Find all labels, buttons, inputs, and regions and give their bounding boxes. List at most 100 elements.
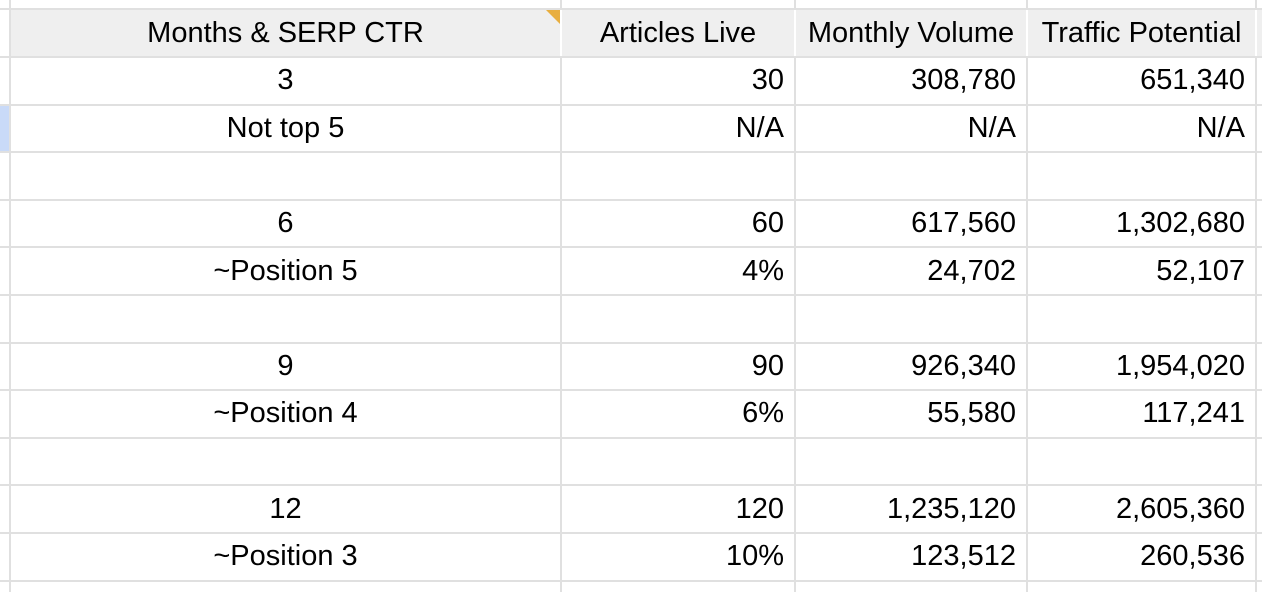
right-sliver-cell — [1257, 0, 1262, 8]
table-cell[interactable] — [11, 439, 560, 485]
vertical-gridline — [794, 533, 796, 580]
table-cell[interactable]: ~Position 5 — [213, 254, 358, 287]
table-cell[interactable]: 6 — [277, 207, 294, 240]
table-cell[interactable]: ~Position 4 — [213, 397, 358, 430]
vertical-gridline — [9, 200, 11, 247]
table-cell[interactable]: 1,302,680 — [1115, 207, 1245, 240]
table-cell[interactable]: 52,107 — [1156, 254, 1245, 287]
header-cell-divider — [794, 10, 796, 56]
vertical-gridline — [1026, 533, 1028, 580]
table-cell[interactable]: 617,560 — [911, 207, 1016, 240]
table-cell[interactable]: 12 — [269, 492, 302, 525]
vertical-gridline — [1255, 200, 1257, 247]
table-cell[interactable]: 120 — [735, 492, 784, 525]
table-cell — [562, 582, 794, 592]
table-cell[interactable] — [562, 296, 794, 342]
table-cell[interactable]: N/A — [1196, 111, 1245, 144]
table-body: 3 30 308,780 651,340 Not top 5 N/A N/A N… — [0, 58, 1262, 582]
table-cell[interactable] — [562, 153, 794, 199]
vertical-gridline — [1026, 581, 1028, 592]
table-cell[interactable] — [562, 439, 794, 485]
left-sliver-cell — [0, 344, 9, 390]
table-cell[interactable]: 651,340 — [1140, 64, 1245, 97]
table-cell[interactable]: N/A — [735, 111, 784, 144]
table-cell[interactable]: 123,512 — [911, 540, 1016, 573]
table-cell[interactable]: 1,235,120 — [886, 492, 1016, 525]
vertical-gridline — [560, 58, 562, 104]
table-cell[interactable]: 9 — [277, 349, 294, 382]
table-cell[interactable]: ~Position 3 — [213, 540, 358, 573]
column-header-traffic-potential[interactable]: Traffic Potential — [1028, 10, 1255, 56]
right-sliver-cell — [1257, 248, 1262, 294]
table-cell[interactable]: 2,605,360 — [1115, 492, 1245, 525]
vertical-gridline — [1255, 391, 1257, 437]
table-cell[interactable]: 1,954,020 — [1115, 349, 1245, 382]
vertical-gridline — [794, 391, 796, 437]
vertical-gridline — [9, 391, 11, 437]
table-cell[interactable]: Not top 5 — [226, 111, 345, 144]
vertical-gridline — [9, 153, 11, 199]
table-row: ~Position 3 10% 123,512 260,536 — [0, 533, 1262, 582]
header-cell-divider — [1026, 10, 1028, 56]
vertical-gridline — [560, 248, 562, 294]
table-cell[interactable]: 3 — [277, 64, 294, 97]
header-cell-divider — [560, 10, 562, 56]
vertical-gridline — [9, 0, 11, 8]
vertical-gridline — [1026, 343, 1028, 390]
vertical-gridline — [9, 10, 11, 56]
vertical-gridline — [9, 438, 11, 485]
table-cell[interactable]: 10% — [725, 540, 784, 573]
vertical-gridline — [560, 153, 562, 199]
table-cell[interactable] — [796, 296, 1026, 342]
column-header-articles-live[interactable]: Articles Live — [562, 10, 794, 56]
table-cell[interactable]: 30 — [751, 64, 784, 97]
vertical-gridline — [1026, 200, 1028, 247]
column-header-label: Monthly Volume — [807, 16, 1015, 49]
vertical-gridline — [560, 438, 562, 485]
table-cell[interactable]: 24,702 — [927, 254, 1016, 287]
table-cell — [796, 0, 1026, 8]
left-sliver-cell — [0, 10, 9, 56]
left-sliver-cell — [0, 391, 9, 437]
table-cell[interactable] — [1028, 153, 1255, 199]
right-sliver-cell — [1257, 201, 1262, 247]
table-cell[interactable]: 926,340 — [911, 349, 1016, 382]
right-sliver-cell — [1257, 106, 1262, 152]
vertical-gridline — [1255, 581, 1257, 592]
partial-row-top — [0, 0, 1262, 8]
table-cell[interactable]: 60 — [751, 207, 784, 240]
table-cell[interactable] — [11, 153, 560, 199]
vertical-gridline — [794, 200, 796, 247]
vertical-gridline — [9, 581, 11, 592]
table-row: 3 30 308,780 651,340 — [0, 58, 1262, 106]
note-marker-icon[interactable] — [546, 10, 560, 24]
vertical-gridline — [794, 581, 796, 592]
table-cell[interactable]: 260,536 — [1140, 540, 1245, 573]
right-sliver-cell — [1257, 153, 1262, 199]
table-cell[interactable]: 6% — [742, 397, 784, 430]
column-header-label: Months & SERP CTR — [147, 16, 424, 49]
table-cell[interactable] — [1028, 439, 1255, 485]
left-sliver-cell — [0, 201, 9, 247]
table-cell[interactable]: 90 — [751, 349, 784, 382]
vertical-gridline — [9, 295, 11, 342]
left-sliver-cell — [0, 296, 9, 342]
table-cell[interactable] — [11, 296, 560, 342]
left-sliver-cell — [0, 248, 9, 294]
table-cell[interactable]: 4% — [742, 254, 784, 287]
table-cell[interactable] — [796, 439, 1026, 485]
column-header-monthly-volume[interactable]: Monthly Volume — [796, 10, 1026, 56]
table-row: 9 90 926,340 1,954,020 — [0, 343, 1262, 392]
left-sliver-cell — [0, 439, 9, 485]
vertical-gridline — [560, 0, 562, 8]
table-cell[interactable]: 55,580 — [927, 397, 1016, 430]
right-sliver-cell — [1257, 439, 1262, 485]
table-cell[interactable] — [796, 153, 1026, 199]
table-cell[interactable]: 117,241 — [1142, 397, 1245, 430]
table-cell[interactable] — [1028, 296, 1255, 342]
column-header-months-serp-ctr[interactable]: Months & SERP CTR — [11, 10, 560, 56]
table-row — [0, 438, 1262, 487]
table-cell[interactable]: 308,780 — [911, 64, 1016, 97]
vertical-gridline — [560, 533, 562, 580]
table-cell[interactable]: N/A — [967, 111, 1016, 144]
